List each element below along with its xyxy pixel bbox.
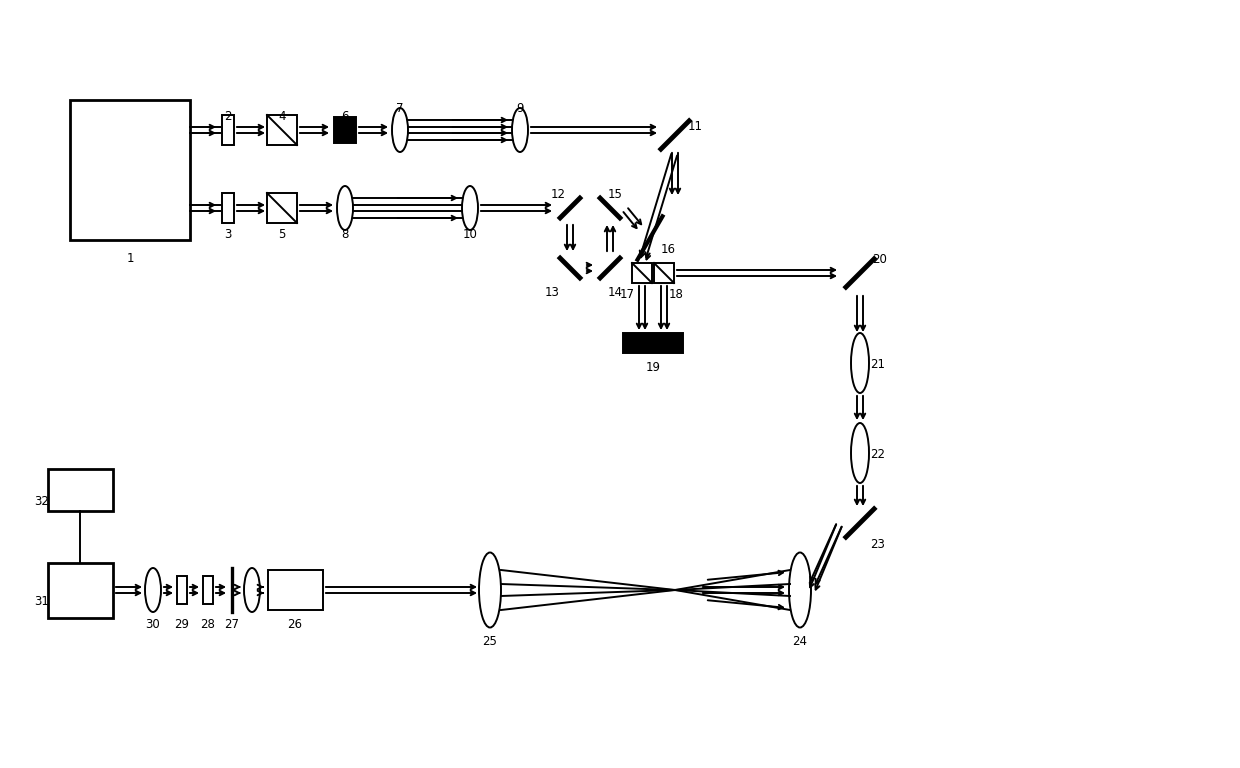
Text: 4: 4 [278,110,285,123]
Text: 20: 20 [873,253,888,266]
Bar [632,263,652,283]
Text: 16: 16 [661,243,676,256]
Text: 12: 12 [551,188,565,201]
Bar [222,193,234,223]
Bar [334,117,356,143]
Bar [622,333,683,353]
Text: 13: 13 [544,286,559,299]
Bar [47,469,113,511]
Text: 6: 6 [341,110,348,123]
Text: 19: 19 [646,361,661,374]
Text: 22: 22 [870,448,885,461]
Text: 28: 28 [201,618,216,631]
Bar [222,115,234,145]
Text: 8: 8 [341,228,348,241]
Text: 24: 24 [792,635,807,648]
Bar [69,100,190,240]
Text: 3: 3 [224,228,232,241]
Text: 25: 25 [482,635,497,648]
Text: 7: 7 [397,102,404,115]
Text: 11: 11 [687,120,703,133]
Text: 32: 32 [35,495,50,508]
Text: 18: 18 [668,288,683,301]
Text: 17: 17 [620,288,635,301]
Text: 15: 15 [608,188,622,201]
Text: 2: 2 [224,110,232,123]
Text: 29: 29 [175,618,190,631]
Text: 21: 21 [870,358,885,371]
Bar [203,576,213,604]
Text: 27: 27 [224,618,239,631]
Bar [653,263,675,283]
Bar [268,570,322,610]
Bar [267,115,298,145]
Text: 14: 14 [608,286,622,299]
Bar [267,193,298,223]
Text: 30: 30 [145,618,160,631]
Text: 9: 9 [516,102,523,115]
Bar [177,576,187,604]
Text: 31: 31 [35,595,50,608]
Text: 26: 26 [288,618,303,631]
Bar [47,562,113,617]
Text: 5: 5 [278,228,285,241]
Text: 10: 10 [463,228,477,241]
Text: 1: 1 [126,252,134,265]
Text: 23: 23 [870,538,885,551]
